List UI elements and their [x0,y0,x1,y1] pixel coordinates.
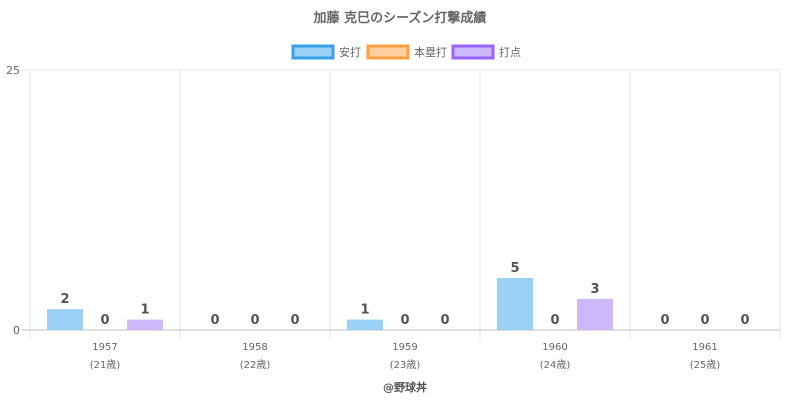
x-tick-age: (25歳) [690,359,721,371]
grid [22,69,781,340]
y-axis: 0 25 [6,64,20,337]
x-tick-year: 1961 [692,342,717,353]
bars [47,278,613,330]
x-tick-year: 1957 [92,342,117,353]
legend-label: 本塁打 [414,45,447,59]
bar-value-label: 0 [740,313,749,328]
bar-value-label: 0 [400,313,409,328]
legend-item[interactable]: 本塁打 [366,44,447,60]
x-tick-age: (21歳) [90,359,121,371]
bar-value-label: 2 [60,292,69,307]
bar[interactable] [497,278,533,330]
bar-value-label: 5 [510,261,519,276]
legend-swatch [451,44,495,60]
bar-value-label: 1 [360,303,369,318]
bar-value-label: 1 [140,303,149,318]
x-tick-year: 1958 [242,342,267,353]
bar[interactable] [127,319,163,330]
bar-value-label: 0 [210,313,219,328]
legend-swatch [291,44,335,60]
bar-value-label: 0 [660,313,669,328]
legend-label: 打点 [499,45,521,59]
x-tick-age: (23歳) [390,359,421,371]
x-tick-age: (22歳) [240,359,271,371]
x-tick-age: (24歳) [540,359,571,371]
bar-value-label: 0 [440,313,449,328]
bar-value-label: 0 [100,313,109,328]
chart-title: 加藤 克巳のシーズン打撃成績 [313,10,487,26]
bar[interactable] [347,319,383,330]
bar-value-label: 0 [700,313,709,328]
y-tick-label: 25 [6,64,20,77]
legend-swatch [366,44,410,60]
y-tick-label: 0 [13,324,20,337]
legend-item[interactable]: 安打 [291,44,361,60]
x-axis: 1957 (21歳) 1958 (22歳) 1959 (23歳) 1960 (24歳) 1961… [90,342,721,371]
x-tick-year: 1960 [542,342,567,353]
chart-footer: @野球丼 [383,380,427,394]
x-tick-year: 1959 [392,342,417,353]
bar-value-label: 0 [250,313,259,328]
bar-value-label: 0 [290,313,299,328]
bar[interactable] [577,298,613,330]
legend-item[interactable]: 打点 [451,44,521,60]
legend-label: 安打 [339,45,361,59]
data-labels: 2 0 1 0 0 0 1 0 0 5 0 3 0 0 0 [60,261,749,328]
bar-value-label: 3 [590,282,599,297]
bar-value-label: 0 [550,313,559,328]
bar[interactable] [47,309,83,330]
legend: 安打 本塁打 打点 [291,44,521,60]
